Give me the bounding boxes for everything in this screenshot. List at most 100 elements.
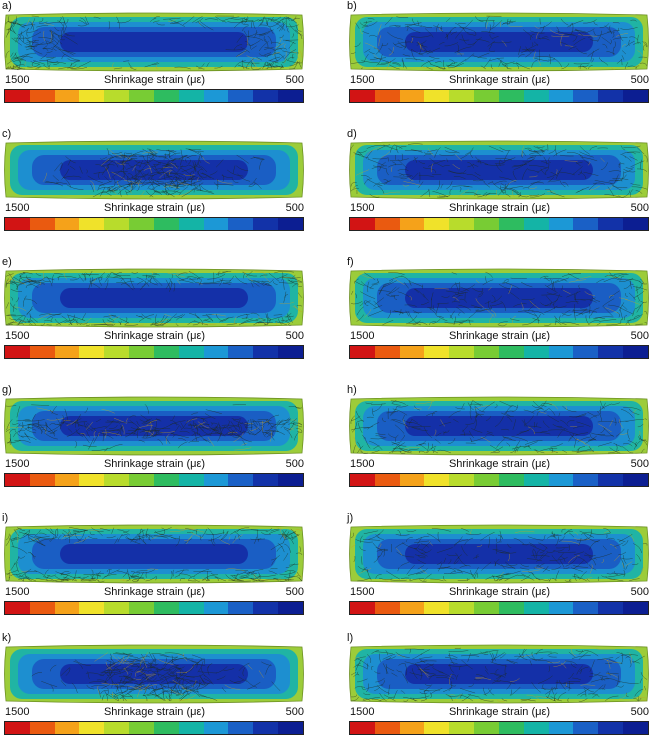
colorbar-swatch xyxy=(449,474,475,486)
colorbar-title: Shrinkage strain (με) xyxy=(448,586,551,598)
colorbar-swatch xyxy=(228,218,254,230)
colorbar-swatch xyxy=(79,218,105,230)
colorbar xyxy=(349,345,649,359)
strain-contour-band xyxy=(405,160,593,180)
fiber-network xyxy=(350,15,648,70)
colorbar-swatch xyxy=(253,90,279,102)
colorbar-swatch xyxy=(253,474,279,486)
fiber-network xyxy=(31,652,281,702)
specimen-strain-field xyxy=(4,140,304,200)
colorbar-swatch xyxy=(5,218,30,230)
colorbar-swatch xyxy=(623,90,648,102)
colorbar xyxy=(4,721,304,735)
colorbar-swatch xyxy=(203,474,229,486)
colorbar-swatch xyxy=(129,722,154,734)
colorbar-swatch xyxy=(228,722,254,734)
colorbar-swatch xyxy=(5,602,30,614)
specimen-strain-field xyxy=(349,396,649,456)
colorbar-swatch xyxy=(399,602,425,614)
colorbar-swatch xyxy=(350,346,375,358)
colorbar-swatch xyxy=(424,346,450,358)
colorbar-max-label: 1500 xyxy=(350,330,375,342)
colorbar-swatch xyxy=(278,90,303,102)
colorbar-swatch xyxy=(523,474,549,486)
colorbar-swatch xyxy=(374,90,400,102)
colorbar xyxy=(4,345,304,359)
colorbar-swatch xyxy=(350,474,375,486)
colorbar-swatch xyxy=(548,474,574,486)
colorbar-swatch xyxy=(623,602,648,614)
colorbar-swatch xyxy=(573,218,599,230)
colorbar-swatch xyxy=(399,90,425,102)
colorbar-swatch xyxy=(548,602,574,614)
colorbar-swatch xyxy=(573,90,599,102)
figure-panel: c) 1500 Shrinkage strain (με) 500 xyxy=(2,128,307,252)
panel-label: h) xyxy=(347,384,357,396)
colorbar-swatch xyxy=(228,90,254,102)
colorbar xyxy=(349,721,649,735)
colorbar-max-label: 1500 xyxy=(5,202,30,214)
colorbar-swatch xyxy=(29,602,55,614)
colorbar-swatch xyxy=(374,218,400,230)
colorbar-min-label: 500 xyxy=(285,586,304,598)
colorbar-swatch xyxy=(399,474,425,486)
colorbar-swatch xyxy=(474,474,499,486)
colorbar-swatch xyxy=(278,474,303,486)
colorbar-swatch xyxy=(129,346,154,358)
colorbar-swatch xyxy=(203,346,229,358)
colorbar-swatch xyxy=(54,90,80,102)
colorbar-title: Shrinkage strain (με) xyxy=(103,74,206,86)
colorbar-swatch xyxy=(424,218,450,230)
colorbar-swatch xyxy=(178,722,204,734)
colorbar-swatch xyxy=(498,346,524,358)
colorbar-swatch xyxy=(54,602,80,614)
colorbar-swatch xyxy=(399,218,425,230)
colorbar-swatch xyxy=(5,474,30,486)
colorbar-swatch xyxy=(424,602,450,614)
colorbar-swatch xyxy=(129,90,154,102)
colorbar-swatch xyxy=(29,474,55,486)
colorbar-swatch xyxy=(474,218,499,230)
figure-panel: d) 1500 Shrinkage strain (με) 500 xyxy=(347,128,649,252)
colorbar-min-label: 500 xyxy=(285,202,304,214)
colorbar-min-label: 500 xyxy=(285,74,304,86)
fiber-network xyxy=(350,143,648,198)
colorbar-swatch xyxy=(5,90,30,102)
colorbar-swatch xyxy=(203,602,229,614)
colorbar-swatch xyxy=(598,346,624,358)
colorbar-swatch xyxy=(29,90,55,102)
colorbar-swatch xyxy=(523,218,549,230)
colorbar-swatch xyxy=(498,722,524,734)
colorbar-swatch xyxy=(623,346,648,358)
colorbar-swatch xyxy=(178,602,204,614)
colorbar-title: Shrinkage strain (με) xyxy=(448,458,551,470)
strain-contour-band xyxy=(60,32,248,52)
colorbar-swatch xyxy=(54,474,80,486)
specimen-strain-field xyxy=(349,644,649,704)
colorbar-swatch xyxy=(104,474,130,486)
colorbar-swatch xyxy=(399,722,425,734)
colorbar-title: Shrinkage strain (με) xyxy=(103,458,206,470)
colorbar-swatch xyxy=(374,474,400,486)
fiber-network xyxy=(350,528,648,582)
colorbar-swatch xyxy=(350,722,375,734)
figure-panel: i) 1500 Shrinkage strain (με) 500 xyxy=(2,512,307,636)
colorbar-max-label: 1500 xyxy=(5,706,30,718)
colorbar-title: Shrinkage strain (με) xyxy=(103,706,206,718)
colorbar-swatch xyxy=(5,346,30,358)
colorbar-swatch xyxy=(474,722,499,734)
colorbar-swatch xyxy=(449,346,475,358)
panel-label: d) xyxy=(347,128,357,140)
colorbar-swatch xyxy=(523,602,549,614)
colorbar-swatch xyxy=(178,346,204,358)
specimen-strain-field xyxy=(349,12,649,72)
colorbar-swatch xyxy=(228,474,254,486)
colorbar-swatch xyxy=(498,474,524,486)
fiber-network xyxy=(350,271,648,327)
specimen-strain-field xyxy=(4,12,304,72)
specimen-strain-field xyxy=(349,140,649,200)
colorbar-swatch xyxy=(203,90,229,102)
panel-label: g) xyxy=(2,384,12,396)
colorbar-title: Shrinkage strain (με) xyxy=(448,706,551,718)
colorbar-swatch xyxy=(374,346,400,358)
